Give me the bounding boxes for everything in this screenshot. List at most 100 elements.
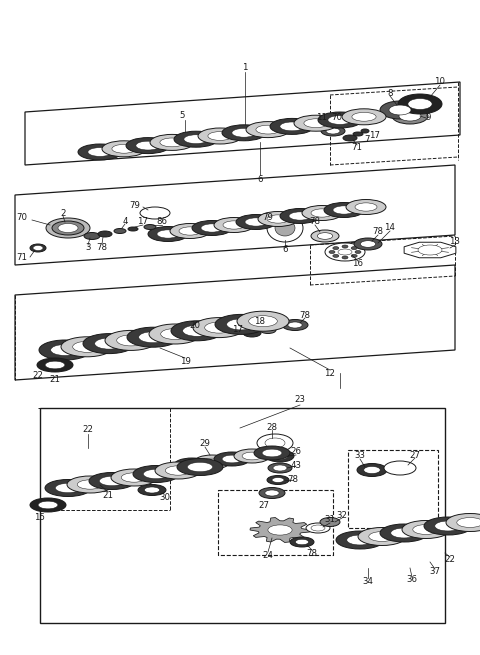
Ellipse shape (262, 449, 282, 457)
Ellipse shape (179, 227, 201, 235)
Ellipse shape (234, 449, 270, 463)
Ellipse shape (72, 341, 101, 352)
Ellipse shape (237, 311, 289, 331)
Ellipse shape (105, 330, 157, 350)
Text: 15: 15 (35, 514, 46, 523)
Text: 43: 43 (290, 462, 301, 470)
Ellipse shape (289, 212, 311, 220)
Ellipse shape (347, 535, 373, 545)
Ellipse shape (351, 247, 357, 250)
Ellipse shape (329, 250, 335, 253)
Ellipse shape (45, 361, 65, 369)
Bar (348, 450, 438, 528)
Ellipse shape (161, 329, 189, 339)
Ellipse shape (208, 132, 232, 140)
Ellipse shape (380, 101, 420, 119)
Ellipse shape (265, 490, 279, 496)
Text: 10: 10 (434, 77, 445, 86)
Ellipse shape (133, 466, 179, 483)
Ellipse shape (392, 108, 428, 124)
Ellipse shape (98, 231, 112, 237)
Text: 16: 16 (352, 259, 363, 269)
Ellipse shape (144, 225, 156, 229)
Text: 71: 71 (351, 143, 362, 153)
Ellipse shape (182, 461, 202, 469)
Bar (218, 490, 333, 555)
Ellipse shape (435, 521, 461, 531)
Text: 86: 86 (156, 217, 168, 227)
Text: 31: 31 (324, 515, 336, 525)
Bar (40, 408, 445, 623)
Text: 12: 12 (324, 369, 336, 377)
Ellipse shape (170, 223, 210, 238)
Text: 18: 18 (254, 318, 265, 326)
Ellipse shape (389, 105, 411, 115)
Text: 3: 3 (85, 244, 91, 252)
Ellipse shape (290, 537, 314, 547)
Ellipse shape (338, 249, 352, 255)
Ellipse shape (223, 221, 245, 229)
Text: 70: 70 (332, 113, 343, 122)
Text: 6: 6 (257, 176, 263, 185)
Ellipse shape (138, 485, 166, 495)
Ellipse shape (328, 115, 352, 124)
Ellipse shape (272, 477, 284, 483)
Ellipse shape (295, 539, 309, 545)
Ellipse shape (78, 144, 122, 160)
Text: 2: 2 (60, 208, 66, 217)
Text: 70: 70 (16, 214, 27, 223)
Ellipse shape (320, 517, 340, 527)
Ellipse shape (155, 462, 201, 479)
Ellipse shape (391, 528, 417, 538)
Ellipse shape (201, 224, 223, 232)
Ellipse shape (160, 138, 184, 147)
Text: 78: 78 (372, 227, 384, 236)
Ellipse shape (55, 483, 81, 493)
Ellipse shape (171, 321, 223, 341)
Ellipse shape (128, 227, 138, 231)
Ellipse shape (413, 525, 439, 534)
Ellipse shape (342, 245, 348, 248)
Text: 79: 79 (130, 200, 141, 210)
Ellipse shape (399, 111, 421, 121)
Ellipse shape (333, 206, 355, 214)
Text: 7: 7 (364, 136, 370, 145)
Ellipse shape (83, 333, 135, 354)
Ellipse shape (342, 109, 386, 125)
Text: 30: 30 (159, 493, 170, 502)
Text: 78: 78 (307, 548, 317, 557)
Ellipse shape (165, 466, 191, 475)
Ellipse shape (333, 254, 339, 257)
Ellipse shape (267, 476, 289, 485)
Text: 14: 14 (384, 223, 396, 233)
Ellipse shape (95, 338, 123, 349)
Text: 22: 22 (33, 371, 44, 379)
Ellipse shape (102, 141, 146, 157)
Text: 34: 34 (362, 578, 373, 586)
Ellipse shape (45, 479, 91, 496)
Text: 28: 28 (266, 422, 277, 432)
Polygon shape (15, 265, 455, 380)
Ellipse shape (193, 318, 245, 337)
Ellipse shape (325, 243, 365, 261)
Ellipse shape (369, 532, 395, 542)
Ellipse shape (61, 337, 113, 357)
Ellipse shape (266, 450, 294, 462)
Ellipse shape (418, 245, 442, 255)
Text: 19: 19 (180, 358, 191, 367)
Ellipse shape (258, 212, 298, 227)
Ellipse shape (457, 517, 480, 527)
Ellipse shape (260, 326, 276, 333)
Ellipse shape (177, 458, 223, 476)
Ellipse shape (384, 461, 416, 475)
Text: 33: 33 (355, 451, 365, 460)
Ellipse shape (352, 113, 376, 121)
Ellipse shape (232, 128, 256, 137)
Ellipse shape (99, 476, 125, 485)
Ellipse shape (402, 521, 450, 538)
Ellipse shape (318, 112, 362, 128)
Ellipse shape (249, 316, 277, 327)
Ellipse shape (259, 487, 285, 498)
Ellipse shape (222, 455, 242, 463)
Ellipse shape (306, 523, 330, 533)
